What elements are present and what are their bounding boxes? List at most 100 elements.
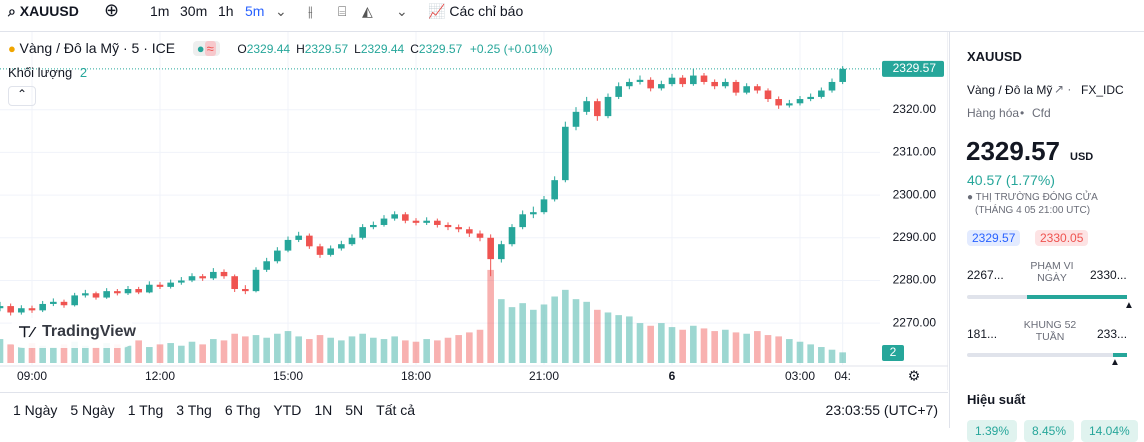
perf-chip[interactable]: 1.39% xyxy=(967,420,1018,442)
candle-body xyxy=(444,224,452,228)
volume-bar xyxy=(700,328,708,363)
symbol-icon: ● xyxy=(8,41,16,56)
volume-bar xyxy=(167,343,174,363)
ohlc-value: 2329.57 xyxy=(418,42,463,56)
collapse-button[interactable]: ⌃ xyxy=(8,86,36,106)
candle-type[interactable]: ⌸ xyxy=(338,3,347,19)
interval[interactable]: 30m xyxy=(180,3,208,19)
volume-bar xyxy=(295,336,302,363)
candle-body xyxy=(210,271,217,279)
legend-change: +0.25 (+0.01%) xyxy=(469,42,553,56)
volume-bar xyxy=(828,349,836,363)
volume-title: Khối lượng xyxy=(8,65,73,80)
candle-body xyxy=(636,79,644,82)
indicators[interactable]: 📈 Các chỉ báo xyxy=(428,3,524,19)
ohlc-label: O xyxy=(237,42,247,56)
perf-chip[interactable]: 8.45% xyxy=(1024,420,1075,442)
candle-body xyxy=(487,237,494,260)
side-symbol: XAUUSD xyxy=(967,49,1022,64)
range-button[interactable]: 1 Thg xyxy=(127,402,164,418)
volume-bar xyxy=(92,347,100,363)
candle-body xyxy=(188,276,196,281)
volume-bar xyxy=(604,312,612,363)
symbol[interactable]: XAUUSD xyxy=(19,3,79,19)
range-button[interactable]: YTD xyxy=(273,402,302,418)
volume-bar xyxy=(647,325,654,363)
candle-body xyxy=(28,308,36,311)
volume-bar xyxy=(114,344,121,363)
range-button[interactable]: Tất cả xyxy=(376,402,416,418)
range-button[interactable]: 5N xyxy=(345,402,364,418)
range-button[interactable]: 6 Thg xyxy=(224,402,261,418)
candle-body xyxy=(71,295,78,306)
x-tick-label: 12:00 xyxy=(145,369,175,383)
chart-type-menu[interactable]: ⌄ xyxy=(396,3,408,19)
range-button[interactable]: 5 Ngày xyxy=(70,402,115,418)
side-name[interactable]: Vàng / Đô la Mỹ xyxy=(967,83,1053,97)
symbol-search[interactable]: ⌕ XAUUSD xyxy=(8,3,79,19)
candle-body xyxy=(316,246,324,255)
candle-body xyxy=(786,103,793,106)
candle-body xyxy=(754,86,761,91)
volume-bar xyxy=(594,309,601,363)
volume-bar xyxy=(487,269,494,363)
y-tick-label: 2320.00 xyxy=(893,102,937,116)
volume-bar xyxy=(0,339,4,363)
volume-bar xyxy=(796,341,804,363)
range-button[interactable]: 1N xyxy=(314,402,333,418)
volume-bar xyxy=(242,336,249,363)
ohlc-value: 2329.57 xyxy=(304,42,349,56)
last-price-box xyxy=(882,60,944,77)
candle-body xyxy=(327,248,334,255)
candle-body xyxy=(50,301,57,304)
area-type[interactable]: ◭ xyxy=(362,3,373,19)
x-tick-label: 6 xyxy=(669,369,676,383)
candle-body xyxy=(572,111,580,127)
interval-menu[interactable]: ⌄ xyxy=(275,3,287,19)
interval[interactable]: 1m xyxy=(150,3,170,19)
volume-bar xyxy=(786,339,793,363)
volume-bar xyxy=(391,336,398,363)
volume-value: 2 xyxy=(79,65,88,80)
volume-bar xyxy=(402,340,409,363)
candle-body xyxy=(658,84,665,89)
year-low: 181... xyxy=(967,327,998,341)
volume-bar xyxy=(7,344,14,363)
y-tick-label: 2310.00 xyxy=(893,145,937,159)
volume-bar xyxy=(444,337,452,363)
bar-type[interactable]: ⫲ xyxy=(308,3,313,19)
interval-active[interactable]: 5m xyxy=(245,3,265,19)
volume-bar xyxy=(615,315,622,363)
legend-title[interactable]: Vàng / Đô la Mỹ · 5 · ICE xyxy=(19,40,176,56)
interval[interactable]: 1h xyxy=(218,3,234,19)
volume-bar xyxy=(562,289,569,363)
settings-icon: ⚙ xyxy=(908,368,921,384)
range-button[interactable]: 3 Thg xyxy=(176,402,212,418)
range-button[interactable]: 1 Ngày xyxy=(13,402,58,418)
dot: • xyxy=(1020,106,1025,120)
candle-body xyxy=(231,276,238,290)
perf-chip[interactable]: 14.04% xyxy=(1081,420,1138,442)
candle-body xyxy=(818,90,825,97)
volume-bar xyxy=(210,339,217,363)
volume-bar xyxy=(668,327,676,363)
y-tick-label: 2300.00 xyxy=(893,187,937,201)
year-high: 233... xyxy=(1097,327,1128,341)
volume-bar xyxy=(178,345,185,363)
indicators-label[interactable]: Các chỉ báo xyxy=(449,3,524,19)
candle-body xyxy=(146,284,153,293)
candle-body xyxy=(583,101,590,112)
add-symbol[interactable]: ⊕ xyxy=(104,0,120,20)
volume-bar xyxy=(50,347,57,363)
candle-body xyxy=(178,280,185,283)
link-icon[interactable]: ↗ · xyxy=(1054,82,1072,96)
x-tick-label: 04: xyxy=(834,369,851,383)
candle-body xyxy=(626,81,633,87)
candle-body xyxy=(743,86,750,93)
volume-bar xyxy=(764,335,772,363)
volume-bar xyxy=(263,337,270,363)
status-text: THỊ TRƯỜNG ĐÓNG CỬA xyxy=(975,192,1098,203)
range-buttons: 1 Ngày 5 Ngày 1 Thg 3 Thg 6 Thg YTD 1N 5N Tất cả xyxy=(13,402,428,418)
candle-body xyxy=(284,239,292,251)
candle-body xyxy=(839,68,846,82)
